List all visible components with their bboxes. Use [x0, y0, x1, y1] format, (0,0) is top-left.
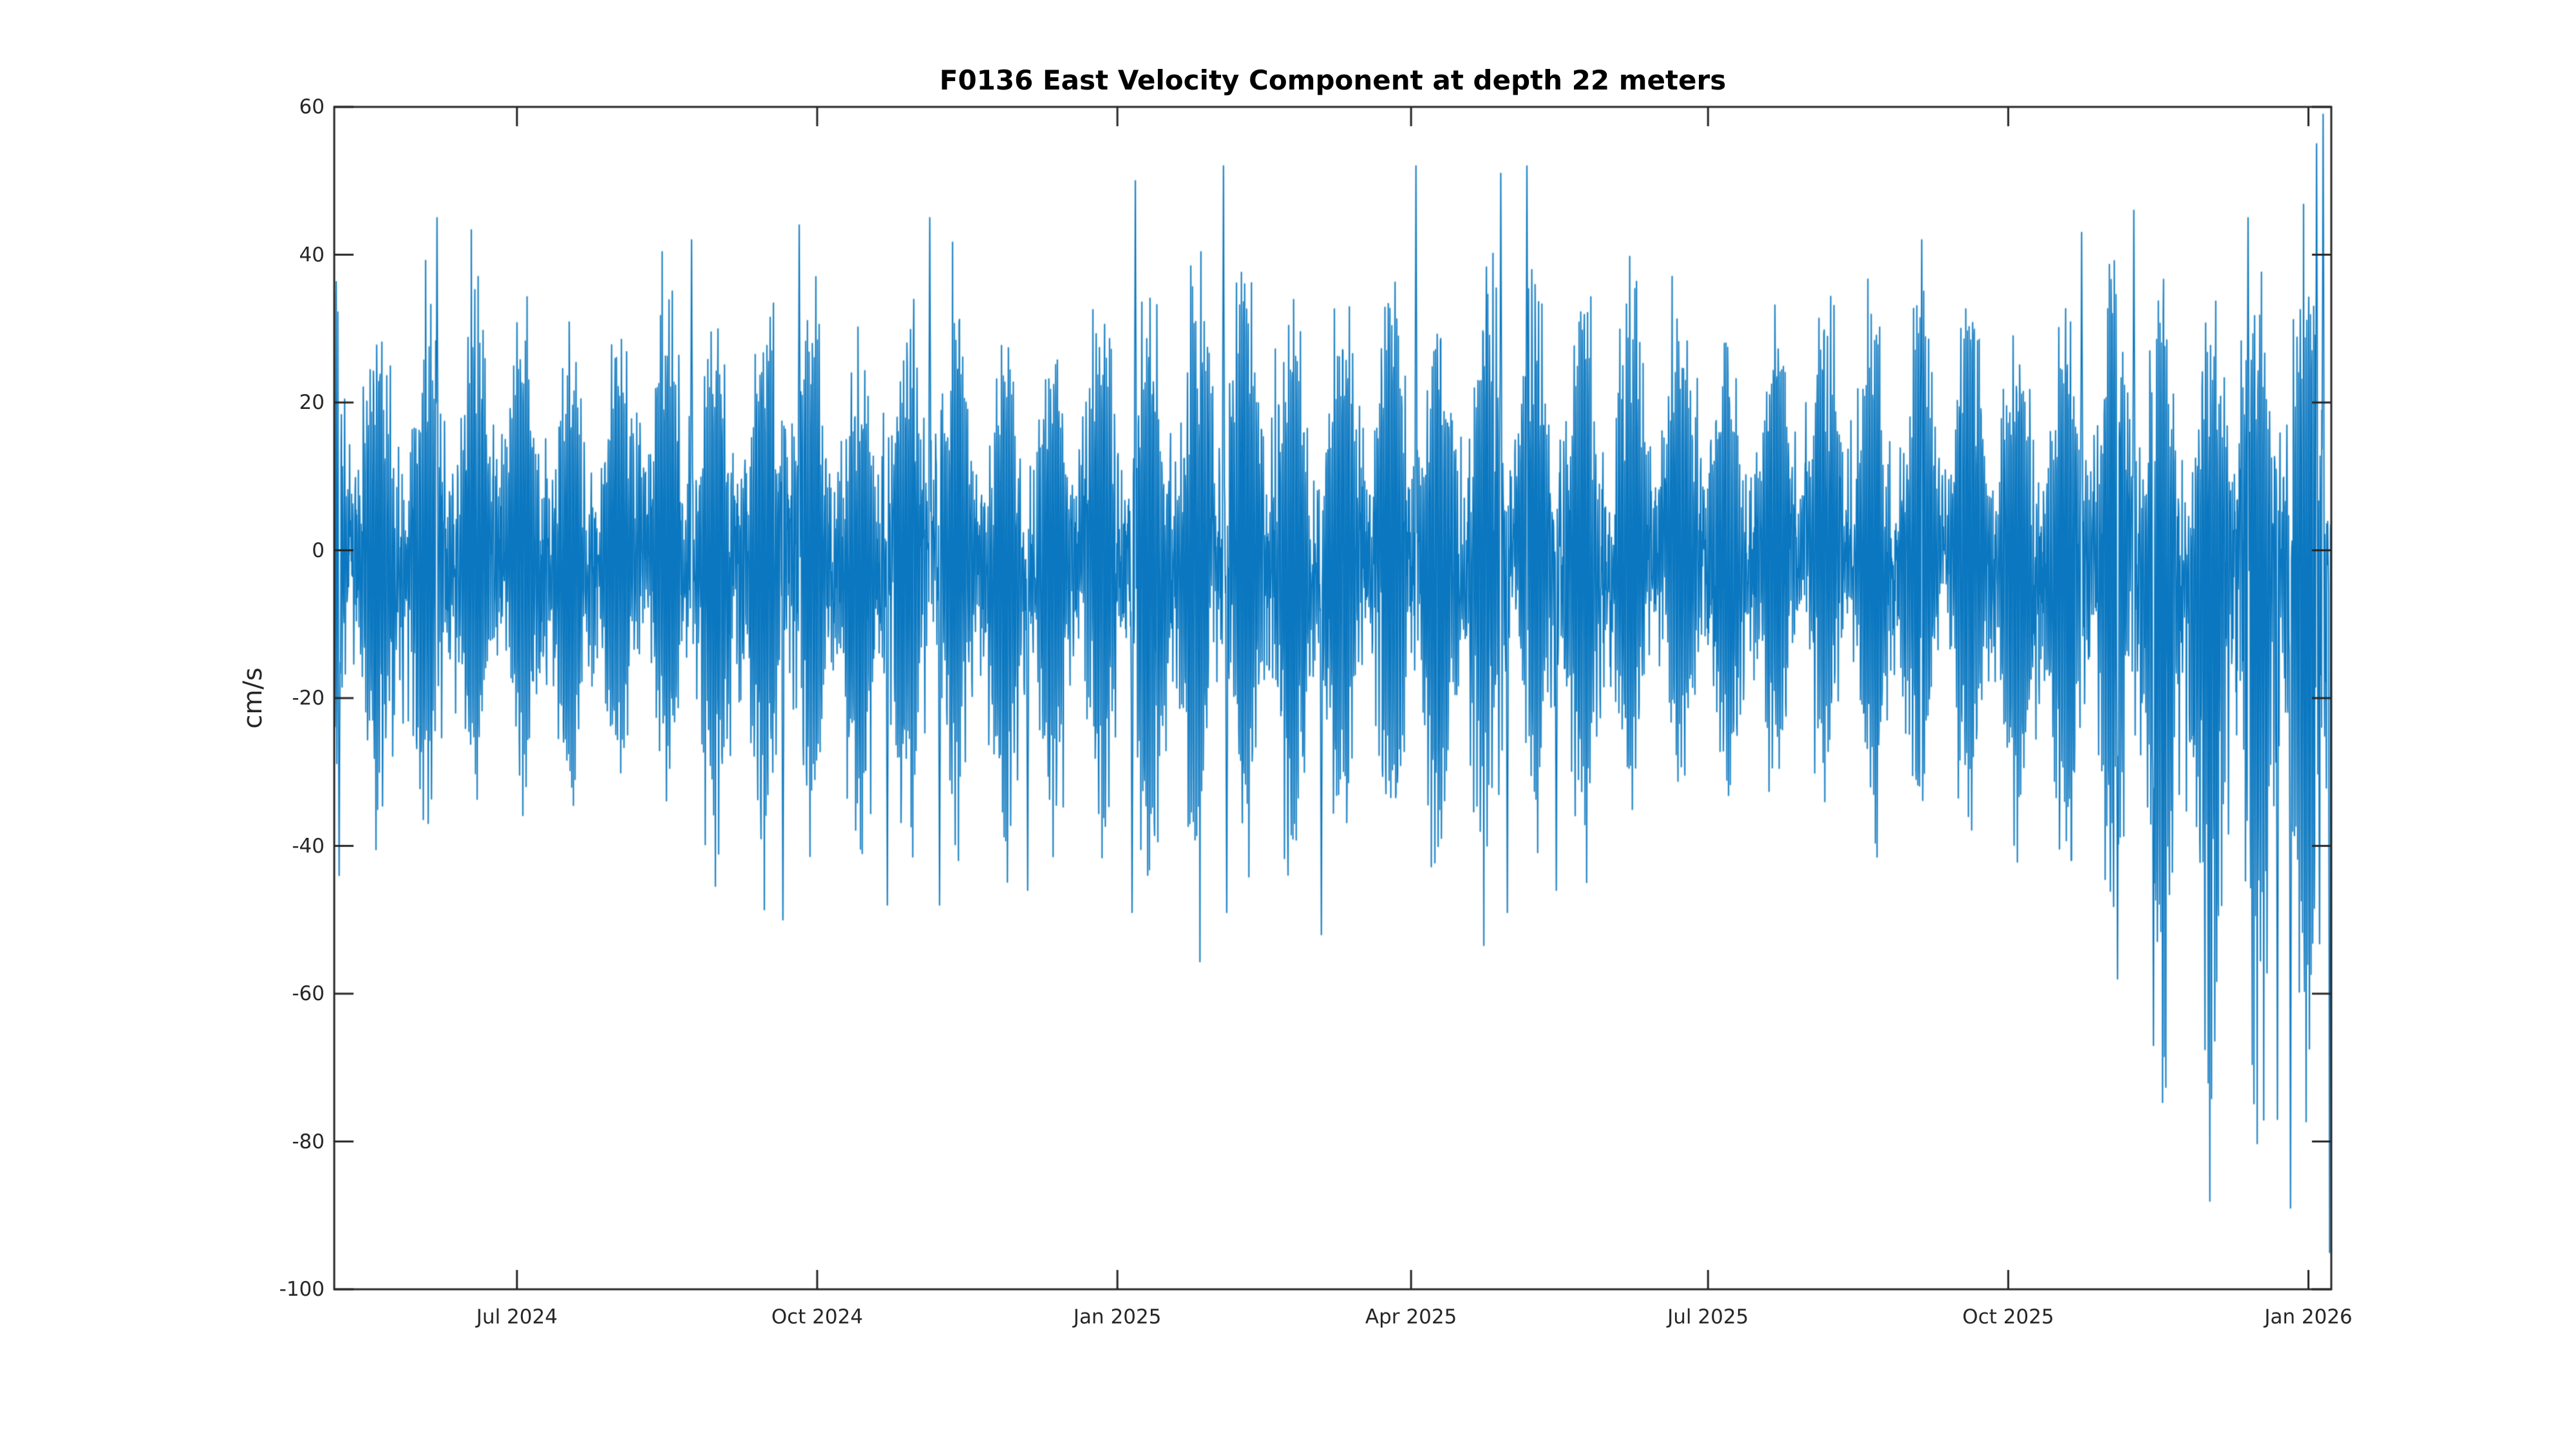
y-tick-label: -20 — [292, 687, 325, 710]
x-tick-label: Oct 2024 — [771, 1305, 864, 1329]
y-tick-label: 0 — [312, 538, 325, 562]
x-tick-label: Jan 2025 — [1073, 1305, 1162, 1329]
x-tick-label: Jan 2026 — [2264, 1305, 2353, 1329]
y-tick-label: -80 — [292, 1130, 325, 1153]
chart-title: F0136 East Velocity Component at depth 2… — [939, 64, 1727, 96]
y-tick-label: -40 — [292, 834, 325, 858]
x-tick-label: Jul 2025 — [1667, 1305, 1749, 1329]
y-tick-label: 60 — [299, 95, 325, 118]
x-tick-label: Apr 2025 — [1365, 1305, 1457, 1329]
y-tick-label: 20 — [299, 391, 325, 414]
y-tick-label: -100 — [279, 1278, 325, 1301]
y-tick-label: 40 — [299, 243, 325, 267]
x-tick-label: Oct 2025 — [1962, 1305, 2054, 1329]
x-tick-label: Jul 2024 — [476, 1305, 558, 1329]
y-tick-label: -60 — [292, 982, 325, 1005]
